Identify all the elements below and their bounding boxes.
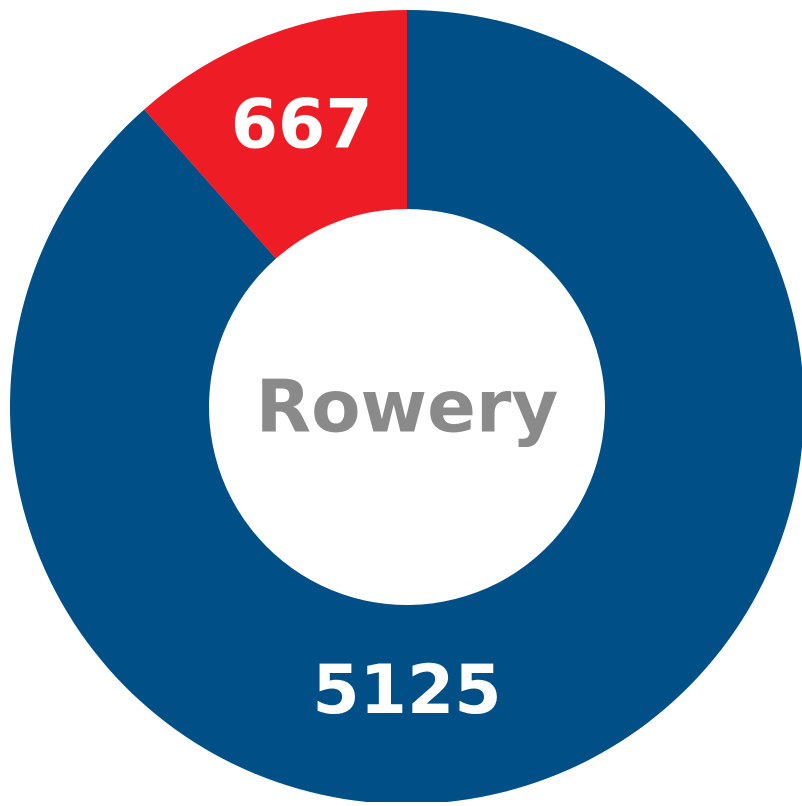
data-label: 5125 <box>312 651 501 730</box>
slices <box>10 10 802 804</box>
slice <box>10 10 802 804</box>
chart-title: Rowery <box>256 365 559 449</box>
slice <box>144 10 407 259</box>
data-label: 667 <box>231 85 373 164</box>
